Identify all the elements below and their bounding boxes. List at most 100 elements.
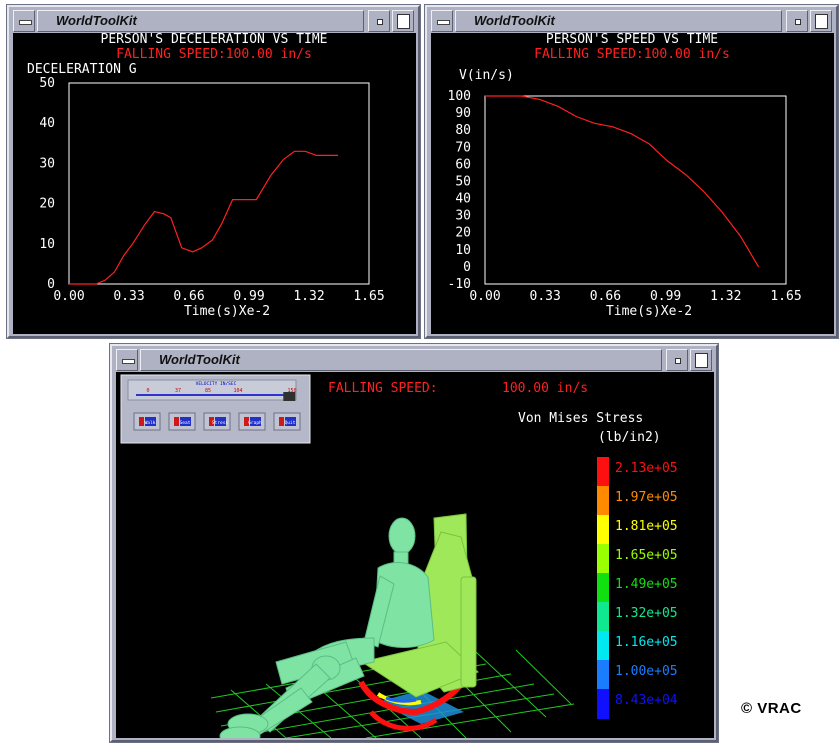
tool-button-label: Quit [285,420,296,426]
legend-swatch [597,660,609,690]
seat-base [358,675,469,731]
slider-tick-label: 0 [146,388,149,394]
minimize-button[interactable] [368,10,390,32]
speed-chart-area: PERSON'S SPEED VS TIME FALLING SPEED:100.… [431,33,834,334]
seat-model [360,513,479,698]
window-menu-button[interactable] [116,349,138,371]
deceleration-titlebar[interactable]: WorldToolKit [13,10,414,32]
chart-title: PERSON'S DECELERATION VS TIME [101,33,328,47]
legend-unit: (lb/in2) [598,430,661,445]
y-tick-label: 50 [39,76,55,91]
y-tick-label: 0 [47,277,55,292]
y-tick-label: 10 [39,237,55,252]
legend-swatch [597,457,609,487]
legend-swatch [597,544,609,574]
slider-tick-label: 85 [205,388,211,394]
chart-title: PERSON'S SPEED VS TIME [546,33,718,47]
control-panel: 0 37 85 104 150 VELOCITY IN/SEC Walk Seat Stre… [120,374,311,444]
x-tick-label: 1.65 [353,289,384,304]
speed-titlebar[interactable]: WorldToolKit [431,10,832,32]
y-tick-label: 50 [455,174,471,189]
legend-label: 8.43e+04 [615,693,678,708]
y-tick-label: 90 [455,106,471,121]
x-tick-label: 1.65 [770,289,801,304]
slider-tick-label: 150 [287,388,296,394]
slider-tick-label: 104 [233,388,242,394]
series-line [69,150,339,285]
legend-swatch [597,689,609,719]
y-tick-label: 60 [455,157,471,172]
legend-label: 1.65e+05 [615,548,678,563]
y-tick-label: 30 [39,156,55,171]
legend-label: 2.13e+05 [615,461,678,476]
y-tick-label: 40 [455,192,471,207]
simulation-viewport: 0 37 85 104 150 VELOCITY IN/SEC Walk Seat Stre… [116,372,714,738]
tool-button-graph[interactable]: Graph [238,412,266,431]
y-tick-label: 10 [455,243,471,258]
legend-label: 1.32e+05 [615,606,678,621]
x-tick-label: 0.99 [650,289,681,304]
legend-title: Von Mises Stress [518,411,643,426]
legend-label: 1.81e+05 [615,519,678,534]
x-axis-label: Time(s)Xe-2 [184,304,270,319]
y-tick-label: 80 [455,123,471,138]
tool-button-walk[interactable]: Walk [133,412,161,431]
legend-label: 1.00e+05 [615,664,678,679]
x-tick-label: 0.00 [469,289,500,304]
tool-button-quit[interactable]: Quit [273,412,301,431]
chart-subtitle: FALLING SPEED:100.00 in/s [534,47,730,62]
x-tick-label: 1.32 [293,289,324,304]
vrac-copyright: © VRAC [741,700,802,717]
tool-button-label: Seat [180,420,191,426]
tool-button-label: Graph [248,420,262,426]
y-tick-label: 100 [448,89,471,104]
series-line [485,95,760,268]
x-tick-label: 0.00 [53,289,84,304]
minimize-button[interactable] [786,10,808,32]
simulation-window: WorldToolKit 0 37 85 104 150 VELOCITY IN/SEC… [109,343,719,743]
legend-swatch [597,631,609,661]
slider-tick-label: 37 [175,388,181,394]
tool-button-label: Walk [145,420,156,426]
slider-thumb[interactable] [283,392,296,401]
tool-button-stress[interactable]: Stress [203,412,231,431]
simulation-scene: 0 37 85 104 150 VELOCITY IN/SEC Walk Seat Stre… [120,374,678,738]
maximize-button[interactable] [810,10,832,32]
maximize-button[interactable] [392,10,414,32]
window-menu-button[interactable] [431,10,453,32]
legend-label: 1.16e+05 [615,635,678,650]
x-tick-label: 1.32 [710,289,741,304]
x-tick-label: 0.33 [530,289,561,304]
tool-button-label: Stress [212,420,229,426]
slider-caption: VELOCITY IN/SEC [196,381,237,387]
y-axis-label: V(in/s) [459,68,514,83]
y-tick-label: 20 [39,197,55,212]
legend-label: 1.97e+05 [615,490,678,505]
deceleration-chart-area: PERSON'S DECELERATION VS TIME FALLING SPE… [13,33,416,334]
maximize-button[interactable] [690,349,712,371]
tool-button-seat[interactable]: Seat [168,412,196,431]
window-menu-button[interactable] [13,10,35,32]
plot-frame [68,82,370,285]
x-tick-label: 0.33 [113,289,144,304]
y-tick-label: 20 [455,226,471,241]
y-tick-label: 30 [455,209,471,224]
legend-swatch [597,515,609,545]
window-title: WorldToolKit [37,10,364,32]
legend-swatch [597,573,609,603]
y-tick-label: -10 [448,277,471,292]
legend-label: 1.49e+05 [615,577,678,592]
y-tick-label: 0 [463,260,471,275]
y-tick-label: 40 [39,116,55,131]
falling-speed-value: 100.00 in/s [502,381,588,396]
deceleration-window: WorldToolKit PERSON'S DECELERATION VS TI… [6,4,421,339]
simulation-titlebar[interactable]: WorldToolKit [116,349,712,371]
falling-speed-label: FALLING SPEED: [328,381,438,396]
chart-subtitle: FALLING SPEED:100.00 in/s [116,47,312,62]
y-axis-label: DECELERATION G [27,62,137,77]
window-title: WorldToolKit [455,10,782,32]
window-title: WorldToolKit [140,349,662,371]
minimize-button[interactable] [666,349,688,371]
legend-swatch [597,486,609,516]
